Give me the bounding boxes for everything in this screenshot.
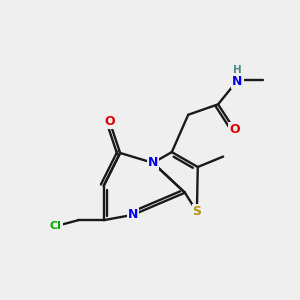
Text: S: S — [192, 205, 201, 218]
Text: N: N — [232, 75, 243, 88]
Text: N: N — [148, 156, 158, 169]
Text: O: O — [229, 123, 240, 136]
Text: N: N — [128, 208, 138, 221]
Text: H: H — [233, 65, 242, 75]
Text: Cl: Cl — [50, 221, 62, 231]
Text: O: O — [104, 115, 115, 128]
